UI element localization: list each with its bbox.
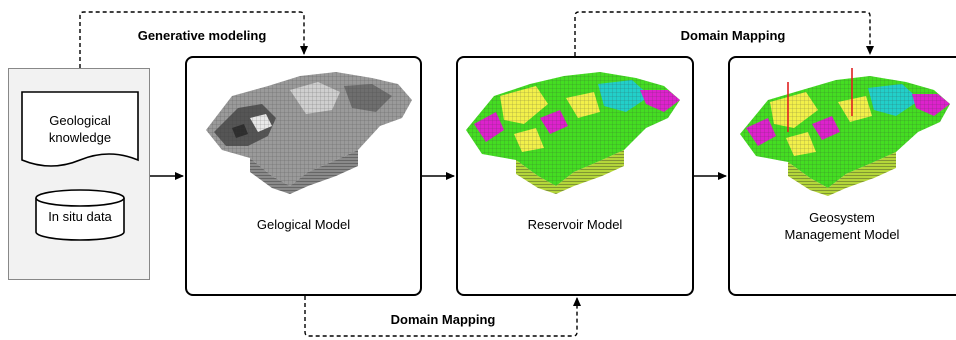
generative-modeling-label: Generative modeling [137, 28, 267, 43]
input-panel [8, 68, 150, 280]
in-situ-data-label: In situ data [48, 209, 112, 224]
geosystem-model-label: Geosystem Management Model [728, 209, 956, 243]
reservoir-model-box [456, 56, 694, 296]
geological-knowledge-label: Geological knowledge [22, 112, 138, 146]
geosystem-model-line2: Management Model [784, 227, 900, 242]
geological-knowledge-line2: knowledge [48, 130, 112, 145]
geosystem-model-line1: Geosystem [809, 210, 875, 225]
domain-mapping-bottom-label: Domain Mapping [390, 312, 496, 327]
geological-model-label: Gelogical Model [256, 217, 351, 232]
domain-mapping-top-label: Domain Mapping [680, 28, 786, 43]
reservoir-model-label: Reservoir Model [527, 217, 623, 232]
geological-knowledge-line1: Geological [49, 113, 111, 128]
domain-mapping-top-arrow [574, 11, 874, 56]
domain-mapping-bottom-arrow [304, 296, 581, 337]
geological-model-box [185, 56, 422, 296]
geosystem-model-box [728, 56, 956, 296]
